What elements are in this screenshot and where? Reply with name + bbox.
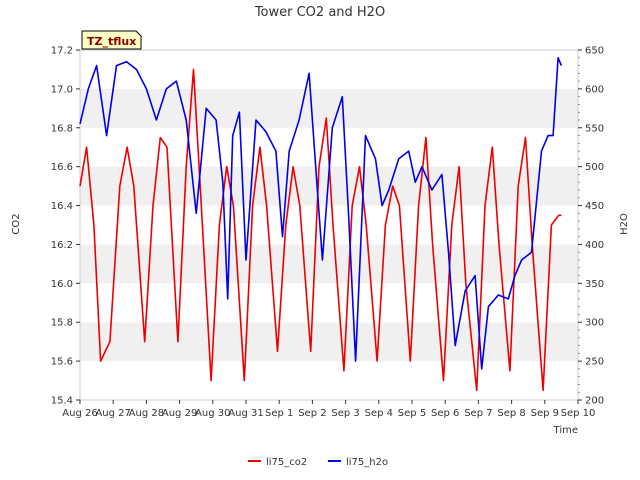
- y-right-tick-label: 550: [585, 123, 604, 134]
- x-tick-label: Sep 1: [265, 408, 293, 419]
- plot-frame: [79, 49, 579, 401]
- left-axis-ticks: 15.4 15.6 15.8 16.0 16.2 16.4 16.6 16.8 17.0 17.2: [51, 46, 80, 407]
- x-tick-label: Aug 31: [228, 408, 263, 419]
- x-tick-label: Sep 10: [561, 408, 596, 419]
- plot-bands: [80, 50, 578, 400]
- grid-band: [80, 322, 578, 362]
- site-badge: TZ_tflux: [81, 30, 142, 50]
- y-left-tick-label: 16.4: [51, 201, 73, 212]
- grid-band: [80, 205, 578, 245]
- y-left-tick-label: 15.8: [51, 318, 73, 329]
- series-line-li75_co2: [79, 68, 562, 392]
- y-right-tick-label: 600: [585, 84, 604, 95]
- y-right-tick-label: 450: [585, 201, 604, 212]
- grid-band: [80, 361, 578, 400]
- x-tick-label: Aug 29: [162, 408, 197, 419]
- y-left-tick-label: 16.0: [51, 279, 73, 290]
- y-left-tick-label: 15.4: [51, 396, 73, 407]
- x-tick-label: Aug 27: [95, 408, 130, 419]
- y-left-tick-label: 16.6: [51, 162, 73, 173]
- y-right-tick-label: 650: [585, 46, 604, 57]
- y-right-tick-label: 500: [585, 162, 604, 173]
- y-left-tick-label: 16.2: [51, 240, 73, 251]
- y-right-tick-label: 350: [585, 279, 604, 290]
- y-left-tick-label: 17.0: [51, 84, 73, 95]
- legend-label-co2: li75_co2: [266, 457, 307, 468]
- site-badge-label: TZ_tflux: [87, 35, 136, 48]
- x-tick-label: Sep 7: [464, 408, 492, 419]
- y-right-tick-label: 400: [585, 240, 604, 251]
- y-right-tick-label: 250: [585, 357, 604, 368]
- grid-band: [80, 244, 578, 284]
- x-tick-label: Sep 4: [365, 408, 393, 419]
- series-line-li75_h2o: [79, 56, 563, 370]
- x-tick-label: Aug 30: [195, 408, 230, 419]
- x-tick-label: Sep 8: [497, 408, 525, 419]
- legend: li75_co2 li75_h2o: [248, 457, 388, 468]
- grid-band: [80, 50, 578, 89]
- grid-band: [80, 283, 578, 323]
- y-axis-right-label: H2O: [619, 213, 630, 235]
- right-axis-ticks: 200 250 300 350 400 450 500 550 600 650: [578, 46, 604, 407]
- x-tick-label: Aug 26: [62, 408, 97, 419]
- chart-title: Tower CO2 and H2O: [254, 5, 385, 20]
- y-left-tick-label: 15.6: [51, 357, 73, 368]
- site-badge-box: [81, 30, 142, 50]
- x-tick-label: Sep 5: [398, 408, 426, 419]
- x-tick-label: Aug 28: [129, 408, 164, 419]
- series-layer: [79, 56, 563, 392]
- grid-band: [80, 88, 578, 128]
- y-right-tick-label: 200: [585, 396, 604, 407]
- x-tick-label: Sep 9: [531, 408, 559, 419]
- x-axis-label: Time: [553, 425, 578, 436]
- x-tick-label: Sep 2: [298, 408, 326, 419]
- x-tick-label: Sep 3: [331, 408, 359, 419]
- x-tick-label: Sep 6: [431, 408, 459, 419]
- y-axis-left-label: CO2: [11, 213, 22, 234]
- y-right-tick-label: 300: [585, 318, 604, 329]
- legend-label-h2o: li75_h2o: [346, 457, 388, 468]
- y-left-tick-label: 16.8: [51, 123, 73, 134]
- y-left-tick-label: 17.2: [51, 46, 73, 57]
